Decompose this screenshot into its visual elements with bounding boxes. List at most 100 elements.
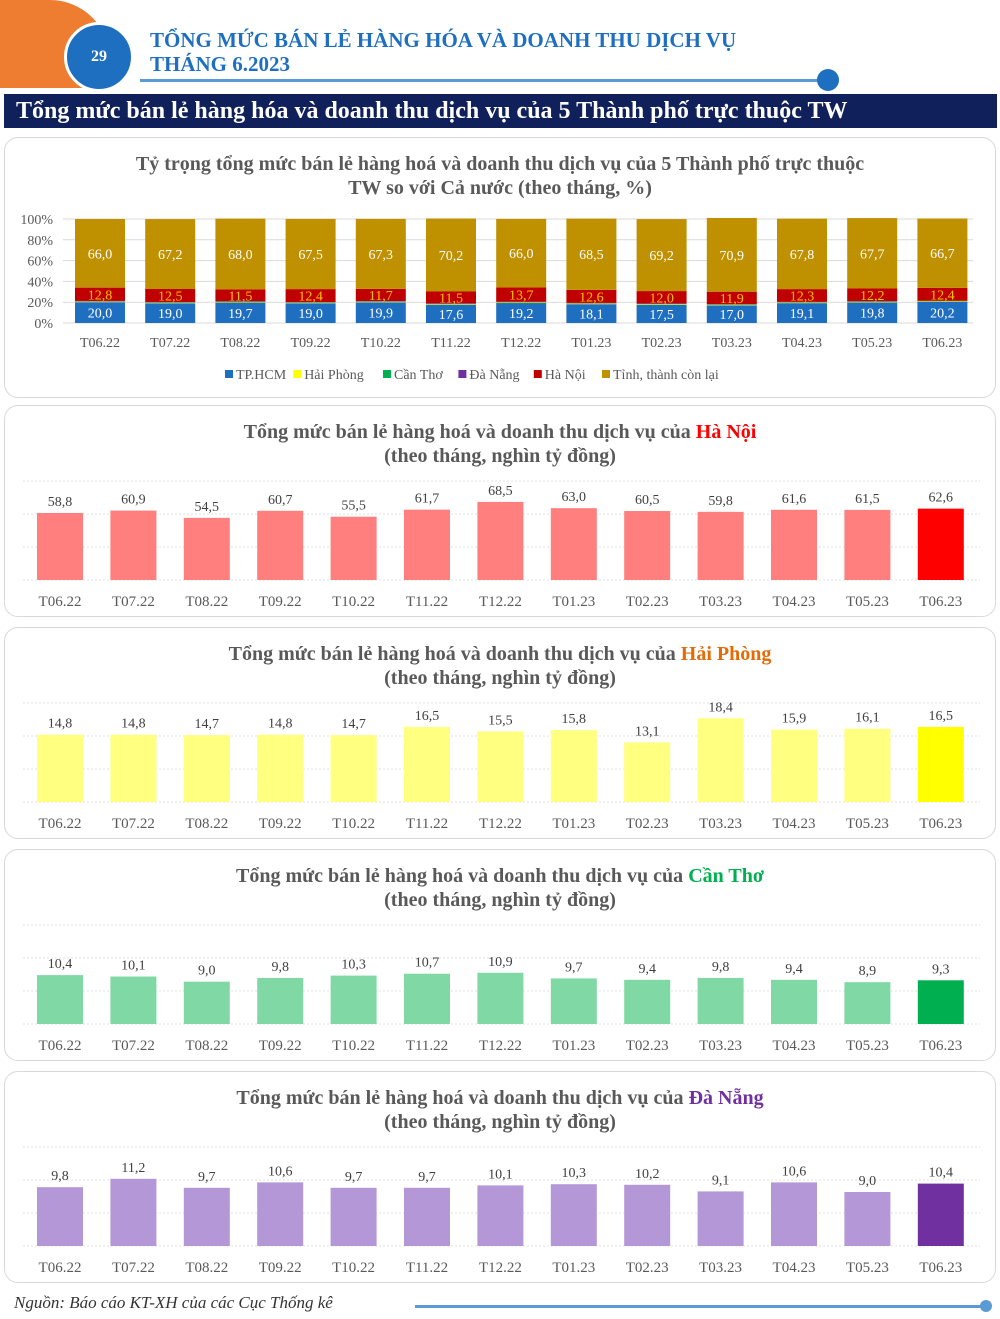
- x-tick-label: T04.23: [773, 1038, 816, 1054]
- x-tick-label: T07.22: [112, 1038, 155, 1054]
- data-label: 17,5: [649, 308, 674, 323]
- data-label: 67,7: [860, 247, 885, 262]
- chart-subtitle: (theo tháng, nghìn tỷ đồng): [384, 667, 616, 689]
- x-tick-label: T10.22: [361, 336, 401, 351]
- footer-divider: [415, 1305, 985, 1308]
- x-tick-label: T10.22: [332, 816, 375, 832]
- bar-segment-t-nh-th-nh-c-n-l-i: [145, 219, 196, 289]
- data-label: 10,1: [488, 1167, 513, 1182]
- x-tick-label: T10.22: [332, 594, 375, 610]
- x-tick-label: T04.23: [773, 816, 816, 832]
- data-label: 11,9: [720, 292, 744, 307]
- x-tick-label: T02.23: [642, 336, 682, 351]
- bar-segment-h-n-i: [706, 291, 757, 305]
- x-tick-label: T12.22: [479, 1260, 522, 1276]
- data-label: 66,0: [88, 247, 113, 262]
- bar: [404, 726, 450, 802]
- bar: [110, 734, 157, 802]
- bar: [110, 510, 157, 580]
- bar-segment-h-n-i: [145, 288, 196, 302]
- bar-segment-h-i-ph-ng: [777, 302, 827, 304]
- bar: [917, 726, 964, 802]
- bar: [404, 1187, 450, 1246]
- data-label: 12,4: [298, 290, 323, 305]
- x-tick-label: T12.22: [479, 816, 522, 832]
- x-tick-label: T03.23: [699, 1260, 742, 1276]
- bar-segment-h-n-i: [566, 289, 617, 303]
- bar: [404, 509, 450, 580]
- bar-segment-h-i-ph-ng: [75, 301, 125, 303]
- bar: [477, 731, 524, 802]
- x-tick-label: T06.22: [39, 1038, 82, 1054]
- bar-segment-h-i-ph-ng: [285, 302, 336, 304]
- legend-swatch: [533, 370, 542, 378]
- data-label: 14,7: [195, 717, 220, 732]
- data-label: 60,7: [268, 493, 293, 508]
- chart-city-name: Cần Thơ: [688, 865, 764, 887]
- data-label: 10,6: [782, 1164, 807, 1179]
- chart-title: Tổng mức bán lẻ hàng hoá và doanh thu dị…: [5, 864, 995, 912]
- data-label: 14,8: [121, 717, 146, 732]
- data-label: 9,8: [51, 1169, 69, 1184]
- x-tick-label: T10.22: [332, 1038, 375, 1054]
- bar: [844, 982, 891, 1024]
- bar: [917, 508, 964, 580]
- data-label: 17,6: [439, 308, 464, 323]
- bar-segment-tp-hcm: [847, 302, 898, 323]
- x-tick-label: T03.23: [699, 594, 742, 610]
- bar-segment-tp-hcm: [777, 303, 827, 323]
- bar-segment-t-nh-th-nh-c-n-l-i: [566, 218, 617, 290]
- bar: [330, 1187, 377, 1246]
- x-tick-label: T05.23: [846, 1260, 889, 1276]
- x-tick-label: T05.23: [846, 816, 889, 832]
- x-tick-label: T05.23: [846, 1038, 889, 1054]
- data-label: 63,0: [562, 490, 587, 505]
- x-tick-label: T01.23: [552, 1038, 595, 1054]
- page-number: 29: [64, 22, 134, 92]
- chart-subtitle: (theo tháng, nghìn tỷ đồng): [384, 445, 616, 467]
- y-tick-label: 60%: [27, 255, 53, 270]
- header-title-line1: TỔNG MỨC BÁN LẺ HÀNG HÓA VÀ DOANH THU DỊ…: [150, 28, 737, 52]
- bar-segment-t-nh-th-nh-c-n-l-i: [636, 219, 687, 292]
- legend-swatch: [225, 370, 233, 378]
- x-tick-label: T04.23: [773, 594, 816, 610]
- data-label: 70,9: [720, 249, 745, 264]
- bar-segment-h-i-ph-ng: [847, 301, 898, 303]
- bar: [624, 742, 671, 802]
- bar: [257, 510, 304, 580]
- data-label: 9,7: [418, 1170, 436, 1185]
- data-label: 70,2: [439, 249, 464, 264]
- data-label: 12,5: [158, 289, 183, 304]
- bar: [771, 979, 817, 1024]
- chart-title-line1: Tổng mức bán lẻ hàng hoá và doanh thu dị…: [5, 864, 995, 888]
- x-tick-label: T05.23: [846, 594, 889, 610]
- x-tick-label: T04.23: [773, 1260, 816, 1276]
- bar: [477, 501, 524, 580]
- x-tick-label: T08.22: [185, 1260, 228, 1276]
- bar-segment-h-i-ph-ng: [636, 304, 687, 305]
- bar: [477, 972, 524, 1024]
- header-dot: [817, 69, 839, 91]
- data-label: 10,1: [121, 959, 146, 974]
- data-label: 55,5: [341, 499, 366, 514]
- x-tick-label: T01.23: [552, 1260, 595, 1276]
- bar-segment-h-n-i: [847, 288, 898, 302]
- data-label: 11,5: [228, 289, 252, 304]
- data-label: 18,4: [708, 700, 733, 715]
- legend-swatch: [383, 370, 391, 378]
- y-tick-label: 100%: [20, 213, 53, 228]
- data-label: 11,2: [121, 1161, 145, 1176]
- data-label: 68,0: [228, 248, 253, 263]
- bar: [37, 975, 83, 1024]
- x-tick-label: T03.23: [699, 816, 742, 832]
- bar: [183, 517, 230, 580]
- bar-segment-t-nh-th-nh-c-n-l-i: [777, 218, 827, 290]
- chart-title: Tỷ trọng tổng mức bán lẻ hàng hoá và doa…: [5, 152, 995, 200]
- data-label: 19,7: [228, 307, 253, 322]
- x-tick-label: T12.22: [501, 336, 541, 351]
- x-tick-label: T02.23: [626, 1038, 669, 1054]
- data-label: 12,4: [930, 288, 955, 303]
- chart-title-line1: Tổng mức bán lẻ hàng hoá và doanh thu dị…: [5, 420, 995, 444]
- bar-chart: 58,8 T06.22 60,9 T07.22 54,5 T08.22 60,7 T09.22…: [23, 480, 980, 610]
- bar: [330, 516, 377, 580]
